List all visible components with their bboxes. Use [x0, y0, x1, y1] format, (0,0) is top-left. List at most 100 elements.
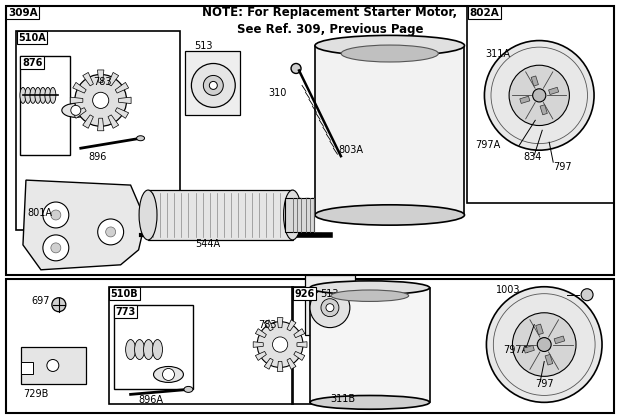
Text: 797: 797: [553, 162, 572, 172]
Polygon shape: [277, 362, 283, 372]
Text: 797A: 797A: [476, 140, 501, 150]
Polygon shape: [118, 97, 131, 103]
Text: 544A: 544A: [195, 239, 221, 249]
Ellipse shape: [153, 339, 162, 360]
Ellipse shape: [45, 88, 51, 103]
Text: 310: 310: [268, 88, 286, 98]
Ellipse shape: [62, 103, 90, 117]
Ellipse shape: [136, 136, 144, 141]
Polygon shape: [297, 342, 307, 347]
Circle shape: [257, 322, 303, 367]
Bar: [531, 76, 538, 86]
Ellipse shape: [341, 45, 438, 62]
Text: 802A: 802A: [469, 8, 499, 18]
Circle shape: [581, 289, 593, 301]
Text: eReplacementParts.com: eReplacementParts.com: [234, 194, 386, 207]
Text: 513: 513: [320, 289, 339, 299]
Polygon shape: [115, 108, 128, 118]
Polygon shape: [73, 108, 86, 118]
Circle shape: [484, 41, 594, 150]
Ellipse shape: [135, 339, 144, 360]
Bar: [108, 287, 293, 404]
Polygon shape: [108, 115, 118, 128]
Text: 896A: 896A: [139, 396, 164, 405]
Bar: [305, 275, 355, 335]
Circle shape: [92, 92, 108, 109]
Bar: [554, 336, 565, 344]
Ellipse shape: [310, 396, 430, 409]
Text: 803A: 803A: [338, 145, 363, 155]
Polygon shape: [73, 83, 86, 93]
Polygon shape: [82, 115, 94, 128]
Bar: [16, 31, 180, 230]
Polygon shape: [264, 358, 273, 369]
Text: 926: 926: [294, 289, 314, 299]
Circle shape: [310, 288, 350, 328]
Text: 834: 834: [523, 152, 542, 162]
Bar: [545, 354, 553, 365]
Circle shape: [105, 227, 116, 237]
Ellipse shape: [310, 281, 430, 295]
Ellipse shape: [50, 88, 56, 103]
Circle shape: [52, 298, 66, 312]
Bar: [113, 305, 193, 389]
Bar: [148, 190, 293, 240]
Bar: [536, 324, 543, 335]
Circle shape: [51, 210, 61, 220]
Text: 783: 783: [93, 78, 111, 88]
Polygon shape: [97, 118, 104, 131]
Ellipse shape: [40, 88, 46, 103]
Circle shape: [291, 64, 301, 73]
Text: 1003: 1003: [497, 285, 521, 295]
Text: 801A: 801A: [27, 208, 52, 218]
Circle shape: [210, 81, 217, 89]
Text: 797: 797: [535, 380, 554, 389]
Text: 896: 896: [89, 152, 107, 162]
Text: 309A: 309A: [8, 8, 38, 18]
Polygon shape: [255, 352, 267, 360]
Polygon shape: [82, 72, 94, 86]
Circle shape: [533, 89, 546, 102]
Bar: [21, 362, 33, 375]
Bar: [20, 55, 70, 155]
Circle shape: [162, 368, 174, 380]
Text: NOTE: For Replacement Starter Motor,: NOTE: For Replacement Starter Motor,: [202, 6, 458, 19]
Bar: [6, 279, 614, 413]
Bar: [524, 345, 534, 353]
Polygon shape: [287, 358, 296, 369]
Ellipse shape: [283, 190, 301, 240]
Bar: [285, 198, 314, 232]
Polygon shape: [97, 70, 104, 83]
Polygon shape: [108, 72, 118, 86]
Bar: [549, 87, 559, 95]
Circle shape: [192, 64, 235, 107]
Bar: [21, 347, 86, 384]
Text: 797A: 797A: [503, 344, 529, 354]
Circle shape: [43, 235, 69, 261]
Bar: [467, 6, 614, 203]
Circle shape: [203, 75, 223, 96]
Circle shape: [512, 313, 576, 376]
Polygon shape: [70, 97, 83, 103]
Ellipse shape: [331, 290, 409, 301]
Circle shape: [487, 287, 602, 402]
Ellipse shape: [144, 339, 154, 360]
Circle shape: [43, 202, 69, 228]
Polygon shape: [294, 328, 305, 338]
Ellipse shape: [139, 190, 157, 240]
Circle shape: [326, 304, 334, 312]
Text: 311B: 311B: [330, 394, 355, 404]
Ellipse shape: [30, 88, 36, 103]
Bar: [310, 288, 430, 402]
Polygon shape: [253, 342, 264, 347]
Text: 510A: 510A: [18, 33, 46, 43]
Ellipse shape: [25, 88, 31, 103]
Circle shape: [538, 338, 551, 352]
Text: 510B: 510B: [110, 289, 138, 299]
Ellipse shape: [184, 386, 193, 392]
Bar: [540, 105, 547, 115]
Polygon shape: [294, 352, 305, 360]
Bar: [185, 51, 240, 115]
Polygon shape: [255, 328, 267, 338]
Circle shape: [272, 337, 288, 352]
